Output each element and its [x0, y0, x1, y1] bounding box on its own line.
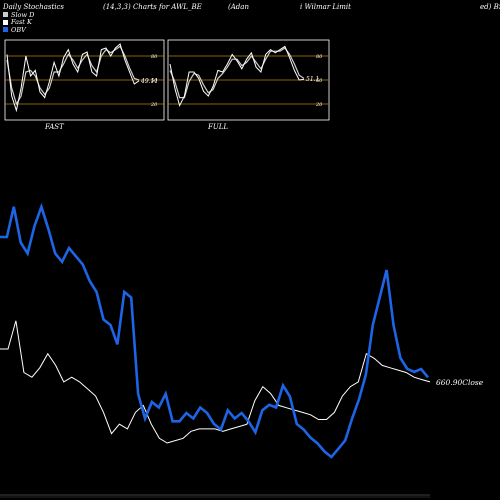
full-level-50-label: 50 — [316, 78, 323, 84]
symbol-name-part1: (Adan — [228, 3, 249, 11]
legend-item-obv: OBV — [3, 26, 34, 34]
close-value-label: 660.90Close — [436, 378, 484, 387]
fast-value-label: 49.11 — [140, 78, 158, 85]
legend: Slow D Fast K OBV — [3, 11, 34, 34]
legend-item-slow-d: Slow D — [3, 11, 34, 19]
symbol-name-part2: i Wilmar Limit — [300, 3, 351, 11]
full-fast-k-line — [169, 45, 305, 107]
legend-label: OBV — [11, 25, 26, 34]
legend-swatch — [3, 19, 8, 25]
full-level-80-label: 80 — [316, 54, 323, 60]
symbol-name-part3: ed) BSE — [480, 3, 500, 11]
fast-level-50-label: 50 — [151, 78, 158, 84]
full-value-label: 51.1 — [306, 76, 319, 83]
full-panel-label: FULL — [208, 123, 229, 131]
legend-swatch — [3, 12, 8, 18]
fast-level-20-label: 20 — [150, 102, 158, 108]
obv-line — [0, 202, 429, 459]
legend-item-fast-k: Fast K — [3, 18, 34, 27]
close-price-line — [0, 320, 431, 444]
legend-swatch — [3, 27, 8, 33]
legend-label: Fast K — [11, 18, 32, 27]
fast-level-80-label: 80 — [151, 54, 158, 60]
chart-title: Daily Stochastics — [3, 3, 65, 11]
legend-label: Slow D — [11, 10, 35, 19]
full-slow-d-line — [169, 47, 305, 99]
chart-subtitle: (14,3,3) Charts for AWL_BE — [103, 3, 202, 11]
full-level-20-label: 20 — [315, 102, 323, 108]
fast-panel-label: FAST — [45, 123, 64, 131]
fast-fast-k-line — [6, 43, 140, 113]
